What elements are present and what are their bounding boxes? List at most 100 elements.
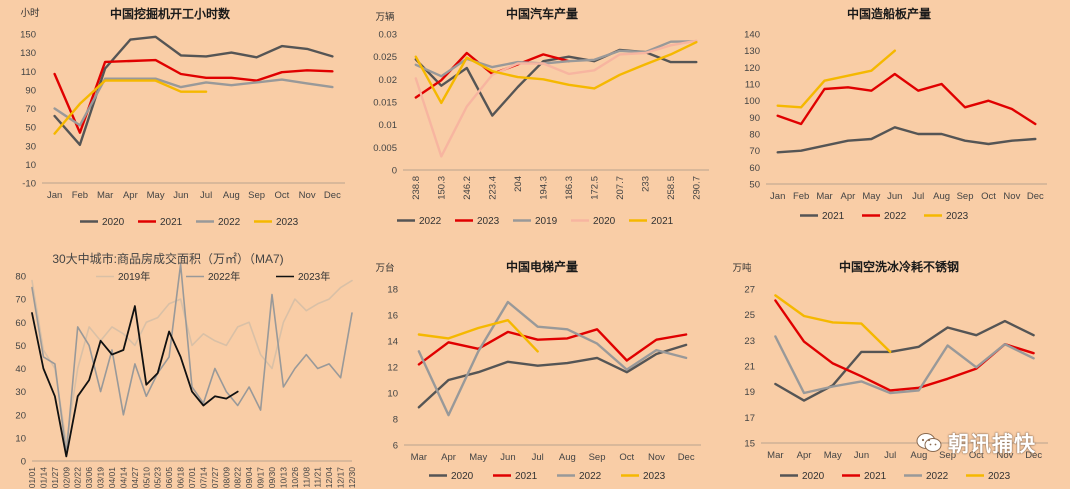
legend-label: 2021 xyxy=(822,211,845,222)
x-tick-label: Jul xyxy=(532,452,544,463)
x-tick-label: 05/10 xyxy=(141,467,151,489)
y-tick-label: 8 xyxy=(393,415,398,426)
legend-label: 2019年 xyxy=(118,270,150,283)
y-tick-label: 50 xyxy=(749,180,760,191)
x-tick-label: 194.3 xyxy=(538,176,549,200)
x-tick-label: 08/09 xyxy=(221,467,231,489)
y-tick-label: 0.015 xyxy=(373,98,397,109)
x-tick-label: Feb xyxy=(793,191,809,202)
series-line-2023 xyxy=(53,79,208,135)
y-tick-label: 14 xyxy=(387,337,398,348)
x-tick-label: Feb xyxy=(72,190,88,201)
y-tick-label: 120 xyxy=(744,63,760,74)
x-tick-label: Jul xyxy=(200,190,212,201)
series-line-2023 xyxy=(774,294,892,354)
y-tick-label: 0.01 xyxy=(379,120,398,131)
series-line-2019年 xyxy=(31,279,353,444)
y-tick-label: -10 xyxy=(22,179,36,190)
x-tick-label: 06/18 xyxy=(176,467,186,489)
y-tick-label: 110 xyxy=(745,80,760,91)
x-tick-label: Jul xyxy=(884,450,896,461)
x-tick-label: Jul xyxy=(912,191,924,202)
series-line-2021 xyxy=(414,41,698,105)
y-tick-label: 70 xyxy=(25,104,36,115)
x-tick-label: May xyxy=(824,450,842,461)
y-tick-label: 18 xyxy=(387,285,398,296)
x-tick-label: Aug xyxy=(933,191,950,202)
legend-label: 2021 xyxy=(864,471,887,482)
y-tick-label: 110 xyxy=(21,67,36,78)
y-tick-label: 90 xyxy=(749,113,760,124)
series-line-2019 xyxy=(414,40,698,78)
x-tick-label: Sep xyxy=(957,191,974,202)
x-tick-label: May xyxy=(469,452,487,463)
y-tick-label: 100 xyxy=(744,96,760,107)
x-tick-label: 258.5 xyxy=(666,176,677,200)
series-line-2022 xyxy=(417,300,688,417)
x-tick-label: 06/05 xyxy=(164,467,174,489)
y-tick-label: 30 xyxy=(15,387,26,398)
x-tick-label: 01/27 xyxy=(50,467,60,489)
x-tick-label: Oct xyxy=(274,190,289,201)
unit-label: 万吨 xyxy=(732,262,752,274)
series-line-2021 xyxy=(776,126,1037,154)
x-tick-label: 223.4 xyxy=(487,176,498,200)
y-tick-label: 60 xyxy=(749,163,760,174)
x-tick-label: Aug xyxy=(910,450,927,461)
chart-title: 中国造船板产量 xyxy=(847,6,931,21)
legend-label: 2023 xyxy=(477,216,500,227)
y-tick-label: 0.005 xyxy=(373,143,397,154)
x-tick-label: 11/08 xyxy=(301,467,311,488)
y-tick-label: 16 xyxy=(387,311,398,322)
x-tick-label: 12/17 xyxy=(336,467,346,489)
x-tick-label: Mar xyxy=(97,190,113,201)
x-tick-label: Aug xyxy=(223,190,240,201)
y-tick-label: 0 xyxy=(21,457,26,468)
chart-housing-sales-area: 30大中城市:商品房成交面积（万㎡）（MA7) 0 10 20 30 40 50 60 70 80… xyxy=(0,244,357,489)
x-tick-label: Nov xyxy=(648,452,665,463)
x-tick-label: 150.3 xyxy=(436,176,447,200)
chart-shipbuilding-plate: 中国造船板产量 50 60 70 80 90 100 110 120 130 140 Jan Feb Ma… xyxy=(714,0,1070,244)
chart-svg-3: 30大中城市:商品房成交面积（万㎡）（MA7) 0 10 20 30 40 50 60 70 80… xyxy=(15,251,357,489)
chart-title: 中国挖掘机开工小时数 xyxy=(110,6,231,21)
y-tick-label: 90 xyxy=(25,85,36,96)
series-line-2022 xyxy=(774,335,1035,395)
x-tick-label: 07/14 xyxy=(198,467,208,489)
wechat-icon xyxy=(916,433,942,452)
x-tick-label: Jun xyxy=(854,450,869,461)
x-tick-label: 09/17 xyxy=(256,467,266,489)
chart-svg-4: 中国电梯产量 万台 6 8 10 12 14 16 18 Mar Apr May Jun Jul Aug Se… xyxy=(375,259,701,482)
x-tick-label: 08/22 xyxy=(233,467,243,489)
y-tick-label: 130 xyxy=(744,46,760,57)
y-tick-label: 15 xyxy=(744,439,755,450)
x-tick-label: 10/13 xyxy=(278,467,288,489)
y-tick-label: 25 xyxy=(744,310,755,321)
series-line-2020 xyxy=(414,39,698,158)
legend-label: 2020 xyxy=(451,471,474,482)
chart-excavator-hours: 中国挖掘机开工小时数 小时 -10 10 30 50 70 90 110 130 150 Jan Feb… xyxy=(0,0,357,244)
x-tick-label: 03/19 xyxy=(96,467,106,489)
y-tick-label: 6 xyxy=(393,441,398,452)
x-tick-label: 207.7 xyxy=(615,176,626,200)
y-tick-label: 10 xyxy=(25,160,36,171)
legend-label: 2023 xyxy=(643,471,666,482)
unit-label: 小时 xyxy=(20,7,40,19)
y-tick-label: 140 xyxy=(744,30,760,41)
x-tick-label: 10/26 xyxy=(290,467,300,489)
y-tick-label: 0.025 xyxy=(373,52,397,63)
y-tick-label: 70 xyxy=(15,295,26,306)
x-tick-label: Dec xyxy=(324,190,341,201)
chart-appliance-stainless: 中国空洗冰冷耗不锈钢 万吨 15 17 19 21 23 25 27 Mar Apr May Jun Ju… xyxy=(714,244,1070,489)
y-tick-label: 21 xyxy=(744,362,755,373)
series-line-2020 xyxy=(53,35,334,146)
legend-label: 2023 xyxy=(276,217,299,228)
series-line-2023年 xyxy=(31,305,239,458)
legend-label: 2022年 xyxy=(208,270,240,283)
y-tick-label: 60 xyxy=(15,318,26,329)
x-tick-label: May xyxy=(147,190,165,201)
x-tick-label: 12/30 xyxy=(347,467,357,489)
legend-label: 2022 xyxy=(884,211,907,222)
x-tick-label: Jun xyxy=(887,191,902,202)
x-tick-label: Dec xyxy=(1027,191,1044,202)
y-tick-label: 0.02 xyxy=(379,75,398,86)
